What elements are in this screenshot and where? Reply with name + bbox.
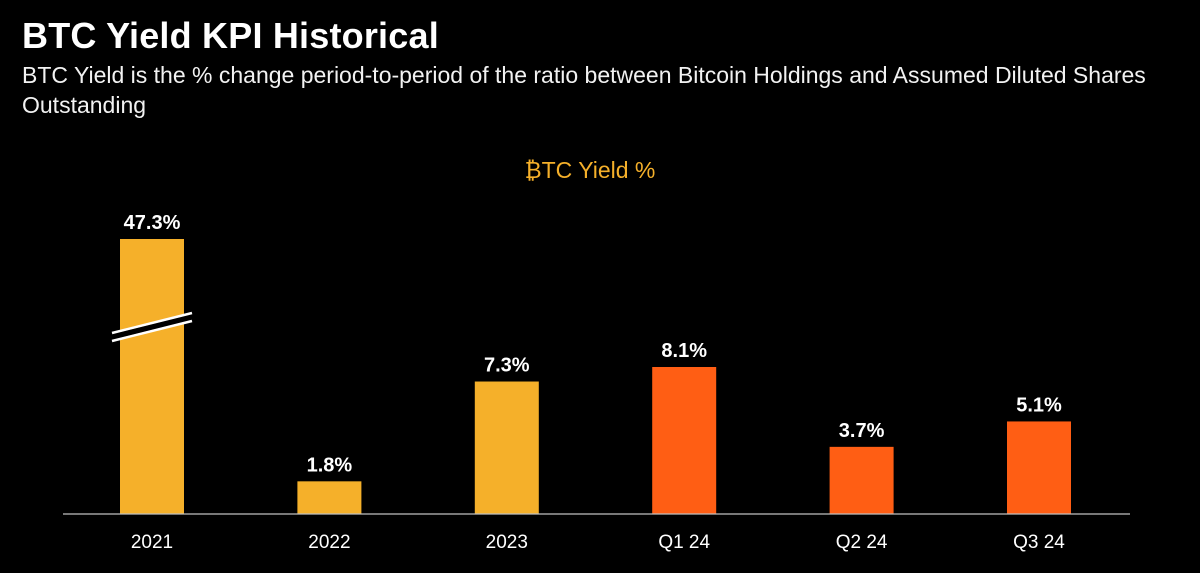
value-label-q3-24: 5.1%: [1016, 394, 1062, 416]
axis-break-marks: [111, 311, 193, 343]
bar-q2-24: [829, 446, 894, 514]
tick-label-q2-24: Q2 24: [836, 532, 888, 553]
value-label-q2-24: 3.7%: [839, 420, 885, 442]
page-title: BTC Yield KPI Historical: [22, 15, 439, 56]
tick-label-2023: 2023: [486, 532, 528, 553]
axis-break-line-upper: [111, 311, 193, 335]
tick-label-q1-24: Q1 24: [658, 532, 710, 553]
value-label-2023: 7.3%: [484, 355, 530, 377]
value-label-2021: 47.3%: [124, 212, 181, 234]
bar-2023: [474, 381, 539, 514]
value-label-q1-24: 8.1%: [661, 340, 707, 362]
page-subtitle: BTC Yield is the % change period-to-peri…: [22, 62, 1146, 118]
bars-layer: [111, 239, 1071, 514]
tick-label-2022: 2022: [308, 532, 350, 553]
bar-2021: [120, 239, 184, 514]
value-label-2022: 1.8%: [307, 454, 353, 476]
bar-q1-24: [652, 367, 717, 514]
chart-title: ₿TC Yield %: [525, 157, 656, 183]
axis-break-line-lower: [111, 319, 193, 343]
value-labels-layer: 47.3% 1.8% 7.3% 8.1% 3.7% 5.1%: [124, 212, 1062, 476]
bar-q3-24: [1007, 421, 1071, 514]
tick-labels-layer: 2021 2022 2023 Q1 24 Q2 24 Q3 24: [131, 532, 1065, 553]
tick-label-q3-24: Q3 24: [1013, 532, 1065, 553]
bar-2022: [297, 481, 362, 514]
axis-break-gap: [112, 314, 192, 340]
tick-label-2021: 2021: [131, 532, 173, 553]
